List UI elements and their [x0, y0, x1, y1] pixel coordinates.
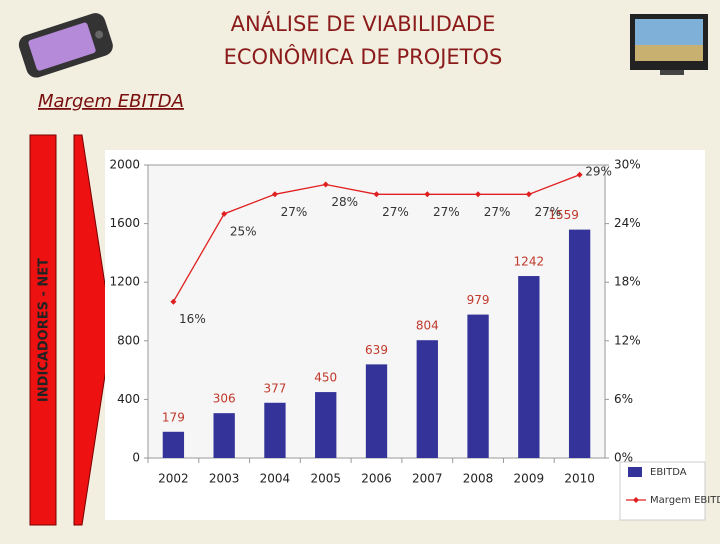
y-tick-label: 800: [117, 333, 140, 347]
y2-tick-label: 18%: [614, 275, 641, 289]
x-tick-label: 2005: [310, 472, 341, 486]
phone-icon: [18, 13, 113, 78]
line-value-label: 16%: [179, 312, 206, 326]
x-tick-label: 2007: [412, 472, 443, 486]
line-value-label: 27%: [382, 205, 409, 219]
side-label: INDICADORES - NET: [37, 258, 52, 402]
marker: [221, 210, 228, 217]
y2-tick-label: 0%: [614, 451, 633, 465]
x-tick-label: 2002: [158, 472, 189, 486]
legend-marker: [633, 497, 639, 503]
x-tick-label: 2008: [463, 472, 494, 486]
bar-value-label: 306: [213, 392, 236, 406]
subtitle: Margem EBITDA: [38, 91, 184, 112]
bar: [467, 314, 489, 458]
bar-value-label: 639: [365, 343, 388, 357]
y-tick-label: 0: [132, 451, 140, 465]
marker: [373, 191, 380, 198]
bar-value-label: 979: [467, 293, 490, 307]
y-tick-label: 2000: [109, 158, 140, 172]
marker: [271, 191, 278, 198]
bar: [568, 229, 591, 458]
legend-swatch: [628, 467, 642, 477]
arrow-shape: [73, 134, 113, 526]
y2-tick-label: 6%: [614, 392, 633, 406]
y2-tick-label: 12%: [614, 333, 641, 347]
marker: [322, 181, 329, 188]
x-tick-label: 2010: [564, 472, 595, 486]
bar: [315, 392, 337, 458]
line-value-label: 27%: [534, 205, 561, 219]
line-value-label: 25%: [230, 224, 257, 238]
title-line: ECONÔMICA DE PROJETOS: [224, 44, 503, 69]
line-value-label: 27%: [484, 205, 511, 219]
bar-value-label: 1559: [548, 208, 579, 222]
x-tick-label: 2006: [361, 472, 392, 486]
x-tick-label: 2003: [209, 472, 240, 486]
x-tick-label: 2009: [514, 472, 545, 486]
bar: [365, 364, 388, 458]
bar: [518, 276, 540, 458]
line-value-label: 28%: [331, 195, 358, 209]
x-tick-label: 2004: [260, 472, 291, 486]
title-line: ANÁLISE DE VIABILIDADE: [231, 11, 496, 36]
y2-tick-label: 24%: [614, 216, 641, 230]
bar-value-label: 450: [314, 371, 337, 385]
bar-value-label: 377: [263, 381, 286, 395]
marker: [475, 191, 482, 198]
marker: [170, 298, 177, 305]
line-value-label: 29%: [585, 164, 612, 178]
y-tick-label: 1200: [109, 275, 140, 289]
y-tick-label: 400: [117, 392, 140, 406]
legend-label: EBITDA: [650, 467, 687, 478]
line-value-label: 27%: [433, 205, 460, 219]
line-value-label: 27%: [281, 205, 308, 219]
bar: [416, 340, 438, 458]
tv-icon: [630, 14, 708, 75]
marker: [576, 171, 583, 178]
bar: [264, 402, 286, 458]
y2-tick-label: 30%: [614, 158, 641, 172]
y-tick-label: 1600: [109, 216, 140, 230]
legend-label: Margem EBITDA: [650, 495, 720, 506]
bar-value-label: 1242: [514, 255, 545, 269]
bar: [213, 413, 235, 458]
side-banner: [29, 134, 57, 526]
marker: [525, 191, 532, 198]
bar: [162, 431, 185, 458]
bar-value-label: 179: [162, 410, 185, 424]
marker: [424, 191, 431, 198]
bar-value-label: 804: [416, 319, 439, 333]
